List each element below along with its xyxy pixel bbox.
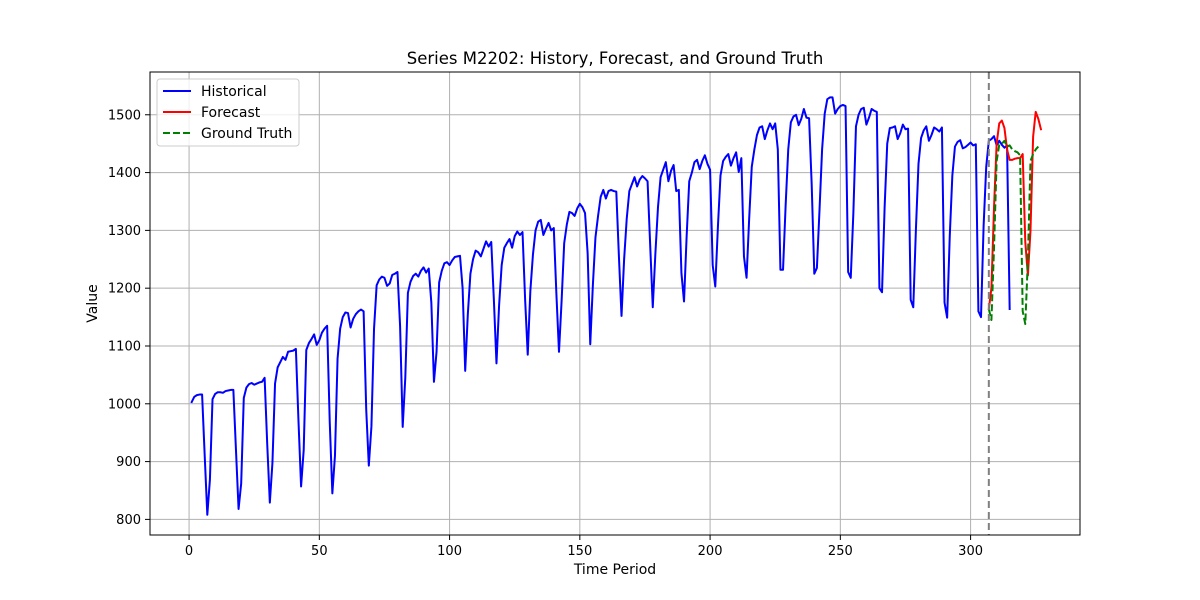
x-tick-label: 250 xyxy=(828,544,853,559)
plot-frame xyxy=(149,71,1081,536)
chart-title: Series M2202: History, Forecast, and Gro… xyxy=(407,49,824,68)
x-tick-label: 300 xyxy=(958,544,983,559)
x-tick-label: 100 xyxy=(437,544,462,559)
x-axis-label: Time Period xyxy=(573,562,656,578)
legend-label: Historical xyxy=(201,84,267,100)
y-tick-label: 900 xyxy=(116,455,141,470)
y-tick-label: 1000 xyxy=(108,397,141,412)
y-tick-label: 1200 xyxy=(108,282,141,297)
y-axis: 800 900 1000 1100 1200 1300 1400 1500 xyxy=(108,108,150,528)
legend: Historical Forecast Ground Truth xyxy=(156,78,300,147)
legend-box xyxy=(156,78,300,147)
x-axis: 0 50 100 150 200 250 300 xyxy=(185,535,983,559)
x-tick-label: 200 xyxy=(698,544,723,559)
grid-lines xyxy=(150,72,1080,535)
y-tick-label: 1500 xyxy=(108,108,141,123)
series-line-historical xyxy=(190,96,1011,516)
y-tick-label: 1100 xyxy=(108,339,141,354)
y-axis-label: Value xyxy=(85,284,101,322)
y-tick-label: 800 xyxy=(116,513,141,528)
series-line-ground-truth xyxy=(987,139,1040,326)
x-tick-label: 50 xyxy=(311,544,328,559)
y-tick-label: 1400 xyxy=(108,166,141,181)
series-line-forecast xyxy=(987,110,1043,311)
legend-label: Ground Truth xyxy=(201,126,292,142)
legend-label: Forecast xyxy=(201,105,261,121)
x-tick-label: 0 xyxy=(185,544,193,559)
y-tick-label: 1300 xyxy=(108,224,141,239)
series-layer xyxy=(190,96,1043,516)
x-tick-label: 150 xyxy=(567,544,592,559)
